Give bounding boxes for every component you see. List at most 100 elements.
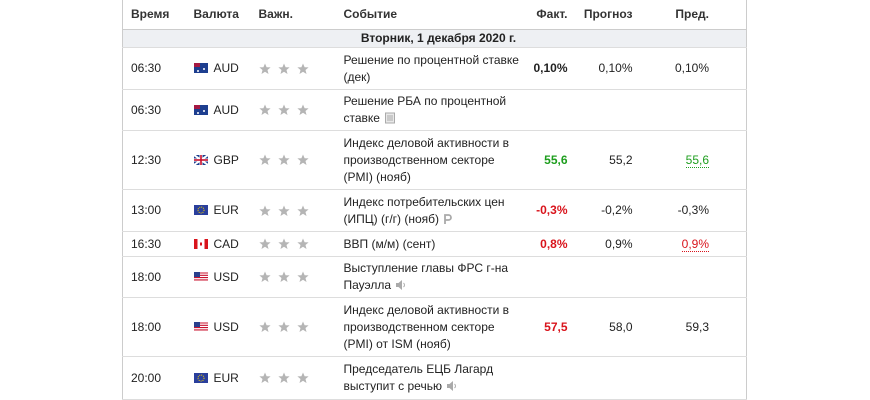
forecast-text: 55,2 — [609, 152, 633, 167]
previous — [640, 356, 747, 400]
event-row[interactable]: 12:30 GBP Индекс деловой активности в прои… — [122, 130, 747, 190]
event-row[interactable]: 18:00 USD Индекс деловой активности в прои… — [122, 297, 747, 357]
importance — [250, 356, 336, 400]
time-text: 18:00 — [131, 319, 162, 334]
importance-stars — [258, 104, 309, 115]
importance-stars — [258, 271, 309, 282]
header-event[interactable]: Событие — [335, 0, 526, 30]
event-text: Решение РБА по процентной ставке — [343, 94, 507, 125]
event: Индекс потребительских цен (ИПЦ) (г/г) (… — [335, 189, 526, 232]
forecast-text: 0,10% — [598, 61, 633, 75]
header-importance[interactable]: Важн. — [250, 0, 336, 30]
actual — [525, 256, 576, 298]
event: Решение РБА по процентной ставке — [335, 89, 526, 131]
time-text: 06:30 — [131, 102, 162, 117]
header-actual[interactable]: Факт. — [525, 0, 576, 30]
previous: 55,6 — [640, 130, 747, 190]
actual: 0,10% — [525, 47, 576, 90]
forecast-text: -0,2% — [601, 203, 633, 217]
importance-stars — [258, 321, 309, 332]
time: 06:30 — [122, 89, 186, 131]
header-previous[interactable]: Пред. — [640, 0, 747, 30]
previous-value: -0,3% — [677, 203, 709, 217]
importance — [250, 231, 336, 257]
actual-value: 55,6 — [544, 152, 568, 167]
event-row[interactable]: 06:30 AUD Решение РБА по процентной ставке — [122, 89, 747, 131]
date: Вторник, 1 декабря 2020 г. — [122, 29, 747, 48]
time-text: 12:30 — [131, 152, 162, 167]
preliminary-icon — [444, 213, 452, 224]
time: 12:30 — [122, 130, 186, 190]
event-row[interactable]: 16:30 CAD ВВП (м/м) (сент) 0,8% 0,9% 0,9% — [122, 231, 747, 257]
currency: AUD — [185, 47, 251, 90]
currency-code: EUR — [213, 203, 239, 217]
actual: 57,5 — [525, 297, 576, 357]
event: ВВП (м/м) (сент) — [335, 231, 526, 257]
time: 18:00 — [122, 256, 186, 298]
previous-value: 55,6 — [685, 152, 709, 168]
previous-value: 0,10% — [674, 61, 709, 75]
importance-stars — [258, 372, 309, 383]
currency: USD — [185, 297, 251, 357]
time-text: 20:00 — [131, 370, 162, 385]
importance-stars — [258, 205, 309, 216]
event-text: Индекс деловой активности в производстве… — [343, 135, 510, 184]
previous-value: 0,9% — [681, 236, 709, 252]
header-forecast[interactable]: Прогноз — [575, 0, 641, 30]
previous: 0,10% — [640, 47, 747, 90]
importance — [250, 130, 336, 190]
actual — [525, 89, 576, 131]
event-row[interactable]: 06:30 AUD Решение по процентной ставке (де… — [122, 47, 747, 90]
event-text: Индекс деловой активности в производстве… — [343, 302, 510, 351]
flag — [194, 373, 208, 383]
currency: EUR — [185, 356, 251, 400]
forecast-text: 58,0 — [609, 319, 633, 334]
importance-stars — [258, 238, 309, 249]
actual-value: -0,3% — [536, 203, 568, 217]
previous: 59,3 — [640, 297, 747, 357]
flag — [194, 155, 208, 165]
previous-value: 59,3 — [685, 319, 709, 334]
currency-code: EUR — [213, 370, 239, 385]
currency-code: AUD — [213, 102, 239, 117]
time: 20:00 — [122, 356, 186, 400]
time-text: 06:30 — [131, 61, 162, 75]
importance — [250, 189, 336, 232]
currency: USD — [185, 256, 251, 298]
actual — [525, 356, 576, 400]
event: Решение по процентной ставке (дек) — [335, 47, 526, 90]
forecast — [575, 256, 641, 298]
forecast: 0,9% — [575, 231, 641, 257]
currency: AUD — [185, 89, 251, 131]
event-text: Председатель ЕЦБ Лагард выступит с речью — [343, 362, 494, 393]
event-text: ВВП (м/м) (сент) — [343, 236, 436, 251]
event-row[interactable]: 20:00 EUR Председатель ЕЦБ Лагард выступит… — [122, 356, 747, 400]
calendar-table: Время Валюта Важн. Событие Факт. Прогноз… — [122, 0, 747, 400]
date-row: Вторник, 1 декабря 2020 г. — [122, 29, 747, 48]
event-row[interactable]: 18:00 USD Выступление главы ФРС г-на Пауэл… — [122, 256, 747, 298]
speech-icon — [446, 380, 458, 392]
event-text: Индекс потребительских цен (ИПЦ) (г/г) (… — [343, 194, 505, 226]
event-row[interactable]: 13:00 EUR Индекс потребительских цен (ИПЦ)… — [122, 189, 747, 232]
flag — [194, 105, 208, 115]
previous — [640, 89, 747, 131]
speech-icon — [395, 279, 407, 291]
currency-code: USD — [213, 319, 239, 334]
forecast: -0,2% — [575, 189, 641, 232]
importance-stars — [258, 63, 309, 74]
time-text: 13:00 — [131, 203, 162, 217]
forecast: 0,10% — [575, 47, 641, 90]
importance — [250, 297, 336, 357]
time: 13:00 — [122, 189, 186, 232]
flag — [194, 272, 208, 282]
importance-stars — [258, 154, 309, 165]
currency-code: CAD — [213, 236, 239, 251]
header-currency[interactable]: Валюта — [185, 0, 251, 30]
importance — [250, 47, 336, 90]
actual-value: 57,5 — [544, 319, 568, 334]
forecast: 55,2 — [575, 130, 641, 190]
table-body: Вторник, 1 декабря 2020 г. 06:30 AUD Решен… — [122, 29, 747, 400]
currency: EUR — [185, 189, 251, 232]
header-time[interactable]: Время — [122, 0, 186, 30]
